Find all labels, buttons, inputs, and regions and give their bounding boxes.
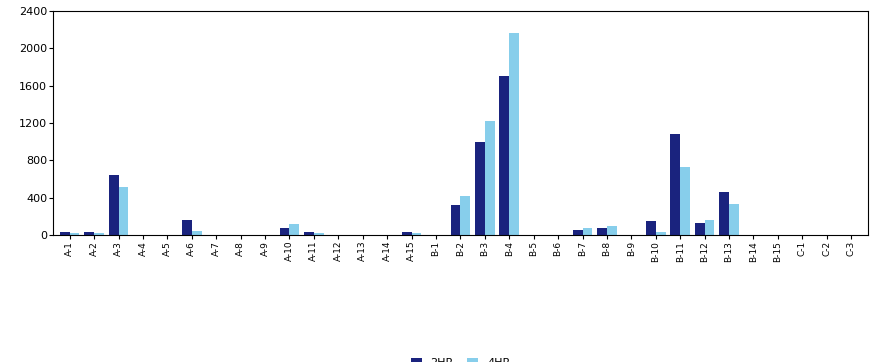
Bar <box>646 221 656 235</box>
Bar <box>582 228 592 235</box>
Bar <box>656 232 666 235</box>
Bar <box>670 134 681 235</box>
Bar <box>704 220 715 235</box>
Bar <box>182 220 192 235</box>
Bar <box>597 228 607 235</box>
Bar <box>192 231 202 235</box>
Bar <box>84 232 94 235</box>
Bar <box>573 230 582 235</box>
Bar <box>69 233 80 235</box>
Bar <box>681 167 690 235</box>
Bar <box>451 205 460 235</box>
Bar <box>289 224 299 235</box>
Bar <box>607 226 617 235</box>
Bar <box>314 233 324 235</box>
Bar <box>94 233 103 235</box>
Bar <box>460 196 470 235</box>
Bar <box>402 232 411 235</box>
Bar <box>60 232 69 235</box>
Bar <box>500 76 510 235</box>
Bar <box>475 142 485 235</box>
Bar <box>118 187 128 235</box>
Bar <box>695 223 704 235</box>
Bar <box>719 192 729 235</box>
Bar <box>485 121 495 235</box>
Bar <box>411 233 421 235</box>
Bar <box>109 174 118 235</box>
Legend: 2HR, 4HR: 2HR, 4HR <box>410 358 510 362</box>
Bar <box>510 33 519 235</box>
Bar <box>304 232 314 235</box>
Bar <box>729 203 738 235</box>
Bar <box>280 228 289 235</box>
